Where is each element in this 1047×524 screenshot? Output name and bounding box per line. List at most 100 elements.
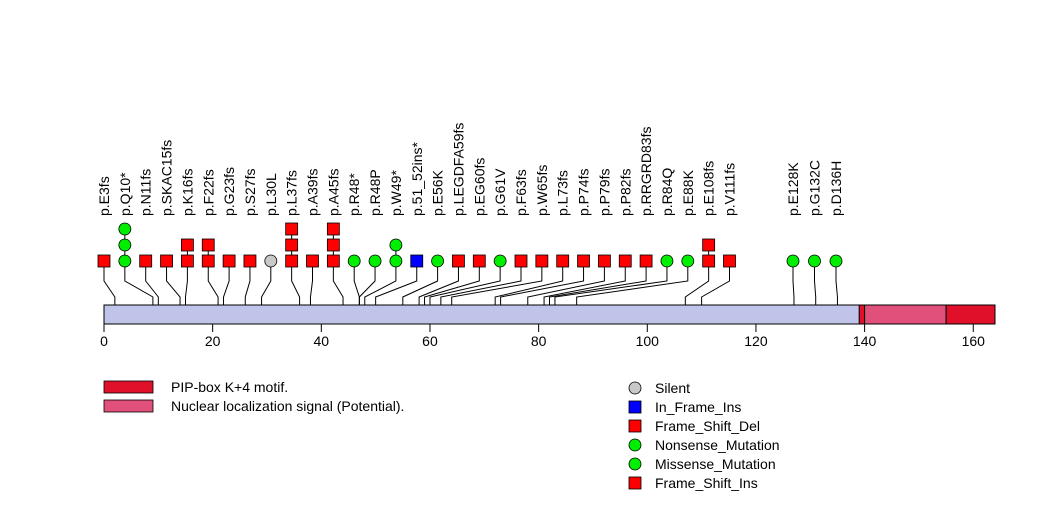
mutation-label: p.LEGDFA59fs [450,123,466,216]
mutation-label: p.W49* [388,170,404,216]
protein-backbone-group [103,304,996,325]
x-tick-label: 0 [100,333,108,349]
marker-frame-shift-ins [285,222,299,236]
legend-mutation-swatch [628,381,642,395]
domain-1 [864,304,947,325]
mutation-label: p.E128K [785,162,801,216]
marker-frame-shift-del [452,254,465,268]
mutation-legend: Silent In_Frame_Ins Frame_Shift_Del Nonsens… [628,380,780,491]
legend-domain-label: PIP-box K+4 motif. [171,379,288,395]
legend-mutation-label: Frame_Shift_Ins [655,475,758,491]
marker-silent [264,254,278,268]
x-tick-label: 120 [744,333,768,349]
marker-missense-mutation [660,254,674,268]
marker-frame-shift-del [535,254,549,268]
legend-mutation-swatch [628,457,642,471]
mutation-markers [97,222,843,268]
marker-nonsense-mutation [347,254,361,268]
legend-domain-swatch [103,399,154,413]
domain-legend: PIP-box K+4 motif. Nuclear localization s… [103,379,404,414]
marker-frame-shift-del [326,254,340,268]
mutation-label: p.E56K [430,169,446,216]
marker-missense-mutation [431,254,445,268]
marker-frame-shift-del [160,254,173,268]
mutation-label: p.51_52ins* [409,141,425,216]
mutation-label: p.G23fs [221,167,237,216]
mutation-label: p.SKAC15fs [159,140,175,216]
mutation-label: p.K16fs [179,169,195,216]
marker-nonsense-mutation [389,238,403,252]
marker-frame-shift-del [556,254,570,268]
marker-frame-shift-del [723,254,736,268]
mutation-label: p.S27fs [242,169,258,216]
mutation-label: p.E108fs [701,161,717,216]
mutation-label: p.P79fs [596,169,612,216]
marker-missense-mutation [786,254,800,268]
mutation-label: p.G61V [492,168,508,216]
marker-frame-shift-del [139,254,153,268]
mutation-label: p.L37fs [284,170,300,216]
legend-mutation-label: Missense_Mutation [655,456,776,472]
domain-2 [945,304,996,325]
mutation-label: p.P82fs [617,169,633,216]
marker-in-frame-ins [410,254,424,268]
x-tick-label: 60 [422,333,438,349]
x-tick-label: 140 [853,333,877,349]
legend-mutation-swatch [628,476,642,490]
x-axis: 0 20 40 60 80 100 120 140 160 [100,324,985,349]
x-tick-label: 160 [962,333,986,349]
marker-missense-mutation [829,254,843,268]
mutation-label: p.R84Q [659,168,675,216]
domain-0 [858,304,866,325]
x-tick-label: 20 [205,333,221,349]
marker-frame-shift-ins [326,222,340,236]
marker-missense-mutation [368,254,382,268]
mutation-label: p.G132C [807,160,823,216]
legend-mutation-swatch [628,419,642,433]
marker-frame-shift-ins [702,238,716,252]
marker-frame-shift-del [472,254,486,268]
mutation-label: p.A45fs [325,169,341,216]
mutation-label: p.E3fs [96,176,112,216]
legend-domain-label: Nuclear localization signal (Potential). [171,398,404,414]
mutation-label: p.RRGRD83fs [638,127,654,216]
mutation-label: p.L73fs [555,170,571,216]
x-tick-label: 40 [314,333,330,349]
marker-frame-shift-del [702,254,716,268]
mutation-label: p.N11fs [138,169,154,216]
marker-nonsense-mutation [118,238,132,252]
marker-frame-shift-del [222,254,236,268]
marker-frame-shift-del [598,254,611,268]
mutation-label: p.W65fs [534,165,550,216]
mutation-label: p.F63fs [513,169,529,216]
legend-mutation-label: Nonsense_Mutation [655,437,780,453]
marker-frame-shift-del [201,254,215,268]
marker-nonsense-mutation [118,254,132,268]
legend-domain-swatch [103,380,154,394]
mutation-labels: p.E3fs p.Q10* p.N11fs p.SKAC15fs p.K16fs p.F2… [96,123,844,216]
marker-nonsense-mutation [118,222,132,236]
mutation-label: p.F22fs [200,169,216,216]
marker-frame-shift-ins [201,238,215,252]
mutation-label: p.E88K [680,169,696,216]
mutation-label: p.V111fs [722,163,738,216]
mutation-label: p.P74fs [576,169,592,216]
marker-frame-shift-del [243,254,257,268]
mutation-label: p.Q10* [117,172,133,216]
marker-frame-shift-del [97,254,111,268]
marker-frame-shift-del [326,238,340,252]
mutation-label: p.L30L [263,173,279,216]
legend-mutation-swatch [628,438,642,452]
marker-missense-mutation [681,254,695,268]
mutation-label: p.A39fs [305,169,321,216]
mutation-label: p.D136H [828,161,844,216]
x-tick-label: 80 [531,333,547,349]
marker-frame-shift-del [180,254,194,268]
legend-mutation-label: In_Frame_Ins [655,399,741,415]
legend-mutation-label: Silent [655,380,690,396]
marker-frame-shift-del [285,254,299,268]
legend-mutation-label: Frame_Shift_Del [655,418,760,434]
marker-frame-shift-del [577,254,590,268]
legend-mutation-swatch [628,400,642,414]
